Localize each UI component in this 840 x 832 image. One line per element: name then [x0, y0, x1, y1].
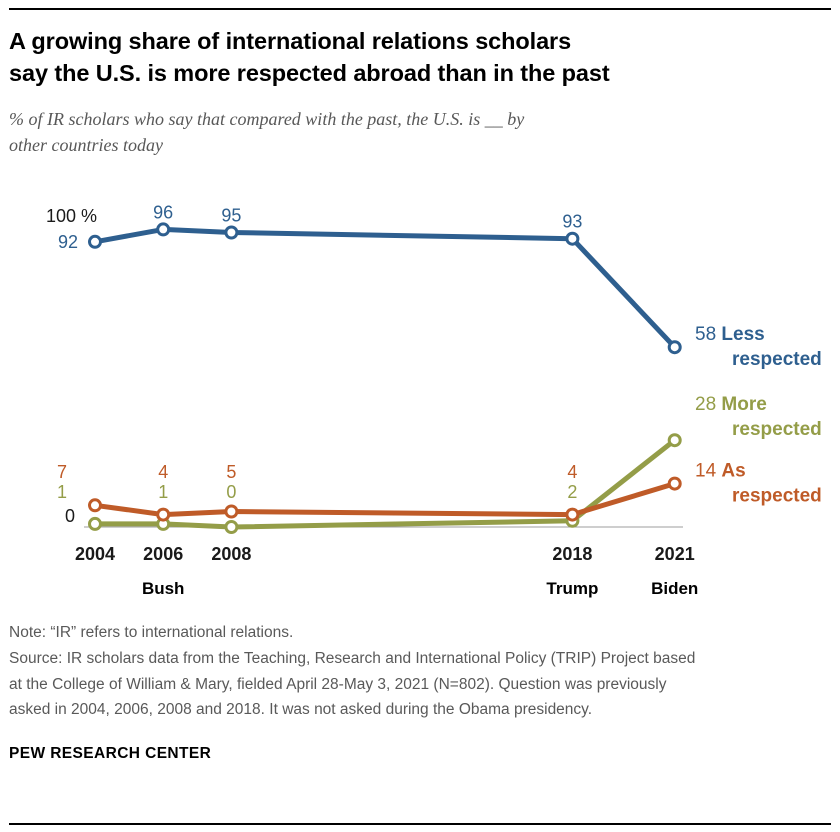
data-point-more-respected-2008	[224, 520, 239, 535]
x-tick-label-2008: 2008	[211, 544, 251, 564]
note-text: Note: “IR” refers to international relat…	[9, 624, 294, 642]
value-label-more-respected-2006: 1	[158, 482, 168, 502]
chart-title-line-1: A growing share of international relatio…	[9, 28, 572, 54]
line-chart: 92 96 95 93 58 Less respected 1 1 0 2 28 More respe…	[46, 202, 822, 598]
chart-subtitle-line-1: % of IR scholars who say that compared w…	[9, 108, 525, 129]
value-label-less-respected-2018: 93	[562, 212, 582, 232]
value-label-as-respected-2008: 5	[226, 462, 236, 482]
x-tick-label-2021: 2021	[655, 544, 695, 564]
y-axis-zero-label: 0	[65, 506, 75, 526]
value-label-more-respected-2018: 2	[567, 482, 577, 502]
value-label-less-respected-2004: 92	[58, 232, 78, 252]
brand-text: PEW RESEARCH CENTER	[9, 744, 212, 762]
end-label-less-respected-line-1: 58 Less	[695, 324, 765, 345]
top-rule	[9, 8, 831, 10]
data-point-more-respected-2004	[88, 516, 102, 531]
data-point-less-respected-2004	[88, 234, 102, 249]
x-tick-label-2018: 2018	[552, 544, 592, 564]
bottom-rule	[9, 823, 831, 825]
chart-title: A growing share of international relatio…	[9, 26, 831, 90]
data-point-as-respected-2021	[667, 476, 682, 491]
data-point-more-respected-2021	[667, 433, 682, 448]
chart-subtitle-line-2: other countries today	[9, 135, 163, 155]
end-label-as-respected-line-2: respected	[732, 486, 822, 507]
data-point-as-respected-2008	[224, 504, 239, 519]
chart-title-line-2: say the U.S. is more respected abroad th…	[9, 59, 610, 86]
x-tick-label-2004: 2004	[75, 544, 115, 564]
data-point-as-respected-2006	[156, 507, 171, 522]
end-label-less-respected-line-2: respected	[732, 349, 822, 370]
president-label-trump: Trump	[546, 579, 598, 598]
president-label-biden: Biden	[651, 579, 698, 598]
line-chart-area: 92 96 95 93 58 Less respected 1 1 0 2 28 More respe…	[0, 192, 840, 604]
footer-notes: Note: “IR” refers to international relat…	[9, 620, 831, 767]
value-label-less-respected-2008: 95	[221, 206, 241, 226]
data-point-as-respected-2018	[565, 507, 580, 522]
series-line-as-respected	[94, 481, 676, 518]
value-label-as-respected-2006: 4	[158, 462, 168, 482]
value-label-less-respected-2006: 96	[153, 202, 173, 222]
value-label-more-respected-2004: 1	[57, 482, 67, 502]
value-label-as-respected-2004: 7	[57, 462, 67, 482]
data-point-as-respected-2004	[88, 498, 102, 513]
value-label-more-respected-2008: 0	[226, 482, 236, 502]
series-line-less-respected	[94, 226, 677, 350]
president-label-bush: Bush	[142, 579, 185, 598]
y-axis-top-label: 100 %	[46, 206, 97, 226]
end-label-more-respected-line-2: respected	[732, 419, 822, 440]
x-tick-label-2006: 2006	[143, 544, 183, 564]
data-point-less-respected-2021	[667, 340, 682, 355]
source-text: Source: IR scholars data from the Teachi…	[9, 649, 696, 719]
data-point-less-respected-2006	[156, 222, 171, 237]
data-point-less-respected-2018	[565, 231, 580, 246]
end-label-more-respected-line-1: 28 More	[695, 394, 767, 415]
chart-subtitle: % of IR scholars who say that compared w…	[9, 106, 831, 158]
end-label-as-respected-line-1: 14 As	[695, 461, 746, 482]
value-label-as-respected-2018: 4	[567, 462, 577, 482]
data-point-less-respected-2008	[224, 225, 239, 240]
